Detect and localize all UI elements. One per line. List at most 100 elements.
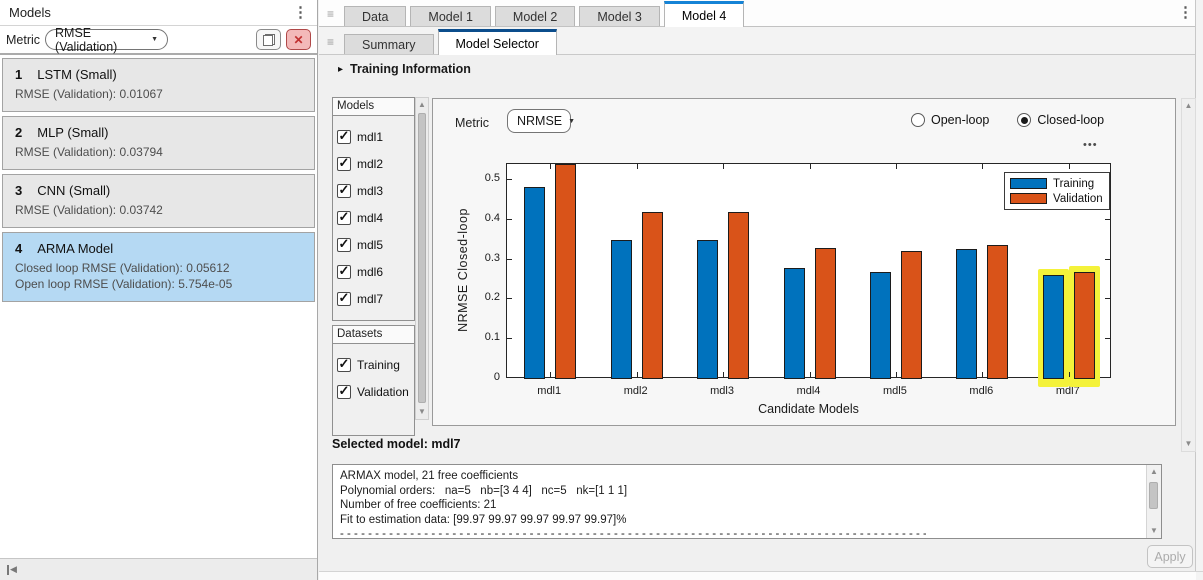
bar-mdl3-training[interactable]	[697, 239, 719, 379]
x-tick-mark	[550, 164, 552, 169]
y-tick-label: 0.1	[484, 331, 500, 344]
bar-mdl3-validation[interactable]	[728, 211, 750, 379]
tab-model-1[interactable]: Model 1	[410, 6, 491, 26]
tab-label: Model Selector	[455, 36, 539, 51]
collapse-panel-icon[interactable]: ◀	[7, 564, 17, 575]
legend-label: Validation	[1053, 192, 1103, 205]
scrollbar-thumb[interactable]	[418, 113, 426, 403]
checkbox[interactable]: ✓	[337, 263, 351, 279]
y-tick-mark	[507, 218, 512, 220]
models-checkbox-list: ✓ mdl1 ✓ mdl2 ✓ mdl3 ✓ mdl4 ✓ mdl5 ✓ mdl6 ✓ mdl7	[332, 116, 415, 321]
model-selector-chart-panel: Metric NRMSE ▼ Open-loop Closed-loop ••• …	[432, 98, 1176, 426]
y-tick-mark	[507, 178, 512, 180]
radio-button[interactable]	[911, 113, 925, 127]
window-menu-icon[interactable]: ⋮	[1178, 4, 1193, 21]
x-tick-mark	[550, 372, 552, 377]
metric-dropdown-value: RMSE (Validation)	[55, 25, 118, 54]
scroll-down-icon[interactable]: ▼	[1150, 526, 1158, 535]
bar-mdl7-validation[interactable]	[1073, 271, 1095, 379]
checkbox-row-mdl4: ✓ mdl4	[337, 204, 414, 231]
model-card[interactable]: 4 ARMA Model Closed loop RMSE (Validation)…	[2, 232, 315, 302]
checkbox[interactable]: ✓	[337, 183, 351, 198]
model-card[interactable]: 3 CNN (Small) RMSE (Validation): 0.03742	[2, 174, 315, 228]
checkbox[interactable]: ✓	[337, 383, 351, 399]
grip-icon[interactable]: ≡	[327, 7, 335, 21]
legend-entry-training: Training	[1010, 176, 1103, 191]
radio-closed-loop[interactable]: Closed-loop	[1017, 113, 1104, 127]
scrollbar-thumb[interactable]	[1149, 482, 1158, 509]
model-report-box[interactable]: ARMAX model, 21 free coefficients Polynom…	[332, 464, 1162, 539]
x-tick-label: mdl4	[796, 385, 821, 397]
radio-button[interactable]	[1017, 113, 1032, 127]
radio-dot	[1020, 116, 1028, 124]
x-tick-mark	[723, 372, 725, 377]
model-index: 2	[15, 125, 23, 140]
tab-model-3[interactable]: Model 3	[579, 6, 660, 26]
x-tick-mark	[636, 164, 638, 169]
content-scrollbar[interactable]: ▲ ▼	[1181, 98, 1196, 452]
chart-metric-dropdown[interactable]: NRMSE ▼	[507, 109, 575, 133]
bar-mdl5-training[interactable]	[869, 271, 891, 379]
scroll-up-icon[interactable]: ▲	[1184, 101, 1193, 110]
expander-arrow-icon: ▸	[338, 63, 344, 75]
y-tick-mark	[1105, 338, 1110, 340]
bar-mdl2-validation[interactable]	[641, 211, 663, 379]
model-index: 1	[15, 67, 23, 82]
filter-scrollbar[interactable]: ▲ ▼	[415, 97, 429, 420]
models-panel-toolbar: Metric RMSE (Validation) ▼ ✕	[0, 26, 317, 55]
bar-mdl5-validation[interactable]	[900, 250, 922, 379]
checkbox-row-mdl6: ✓ mdl6	[337, 258, 414, 285]
tab-data[interactable]: Data	[344, 6, 407, 26]
checkbox-label: mdl1	[357, 129, 384, 144]
radio-open-loop[interactable]: Open-loop	[911, 113, 989, 127]
checkbox-label: mdl4	[357, 210, 384, 225]
checkbox[interactable]: ✓	[337, 291, 351, 306]
checkbox-label: mdl7	[357, 291, 384, 306]
copy-button[interactable]	[256, 29, 281, 50]
panel-menu-icon[interactable]: ⋮	[293, 4, 308, 21]
check-icon: ✓	[338, 209, 350, 224]
bar-mdl6-validation[interactable]	[987, 244, 1009, 379]
tab-model-4[interactable]: Model 4	[663, 1, 745, 27]
right-edge-strip	[1196, 0, 1203, 580]
checkbox-row-mdl5: ✓ mdl5	[337, 231, 414, 258]
model-card[interactable]: 2 MLP (Small) RMSE (Validation): 0.03794	[2, 116, 315, 170]
scroll-down-icon[interactable]: ▼	[1184, 439, 1193, 448]
bar-mdl4-validation[interactable]	[814, 247, 836, 379]
checkbox[interactable]: ✓	[337, 209, 351, 225]
bar-mdl7-training[interactable]	[1042, 275, 1064, 379]
scroll-up-icon[interactable]: ▲	[418, 100, 426, 109]
checkbox[interactable]: ✓	[337, 237, 351, 252]
scroll-down-icon[interactable]: ▼	[418, 407, 426, 416]
checkbox[interactable]: ✓	[337, 129, 351, 144]
caret-down-icon: ▼	[151, 36, 159, 43]
report-scrollbar[interactable]: ▲ ▼	[1146, 465, 1161, 538]
metric-dropdown[interactable]: RMSE (Validation) ▼	[45, 26, 169, 54]
bar-mdl6-training[interactable]	[956, 248, 978, 379]
checkbox-label: mdl6	[357, 264, 384, 279]
bar-mdl1-validation[interactable]	[555, 164, 577, 379]
checkbox[interactable]: ✓	[337, 357, 351, 372]
report-line: Polynomial orders: na=5 nb=[3 4 4] nc=5 …	[340, 484, 628, 497]
bottom-strip	[319, 572, 1196, 580]
apply-button[interactable]: Apply	[1147, 545, 1193, 568]
model-card[interactable]: 1 LSTM (Small) RMSE (Validation): 0.01067	[2, 58, 315, 112]
bar-mdl4-training[interactable]	[783, 267, 805, 379]
grip-icon[interactable]: ≡	[327, 35, 335, 49]
model-list: 1 LSTM (Small) RMSE (Validation): 0.01067 2…	[0, 57, 317, 558]
bar-mdl1-training[interactable]	[524, 186, 546, 379]
subtab-model-selector[interactable]: Model Selector	[437, 29, 557, 55]
bar-mdl2-training[interactable]	[610, 239, 632, 379]
close-button[interactable]: ✕	[286, 29, 311, 50]
training-information-expander[interactable]: ▸ Training Information	[338, 62, 471, 76]
model-name: LSTM (Small)	[37, 67, 117, 82]
chart-options-icon[interactable]: •••	[1083, 139, 1098, 151]
scroll-up-icon[interactable]: ▲	[1150, 467, 1158, 476]
subtab-summary[interactable]: Summary	[344, 34, 434, 54]
tab-model-2[interactable]: Model 2	[494, 6, 576, 26]
checkbox[interactable]: ✓	[337, 156, 351, 171]
y-axis-label: NRMSE Closed-loop	[456, 207, 470, 332]
check-icon: ✓	[338, 383, 350, 398]
check-icon: ✓	[338, 263, 350, 278]
